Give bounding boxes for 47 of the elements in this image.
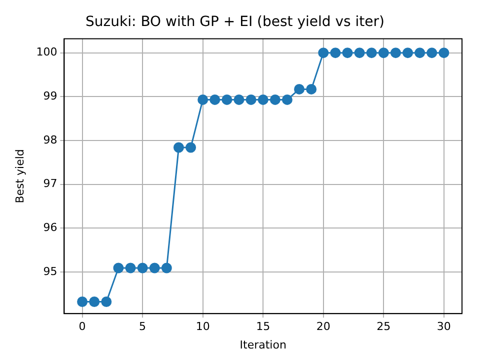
x-axis-title: Iteration — [240, 338, 286, 352]
point — [342, 48, 353, 58]
point — [366, 48, 377, 58]
y-tick-label: 98 — [43, 133, 58, 146]
point — [306, 84, 317, 94]
point — [294, 84, 305, 94]
point — [173, 142, 184, 153]
point — [210, 94, 220, 105]
point — [137, 262, 148, 274]
point — [125, 262, 136, 274]
point — [246, 94, 256, 105]
point — [414, 48, 426, 58]
point — [113, 262, 124, 274]
y-axis-title: Best yield — [13, 149, 26, 204]
x-tick-label: 15 — [256, 320, 270, 334]
point — [222, 94, 232, 105]
point — [402, 48, 414, 58]
point — [390, 48, 401, 58]
x-tick-label: 25 — [376, 320, 391, 334]
point — [149, 262, 160, 274]
point — [438, 48, 450, 58]
point — [258, 94, 268, 105]
point — [270, 94, 280, 105]
x-tick-label: 5 — [139, 320, 146, 334]
x-tick-label: 20 — [316, 320, 330, 334]
x-tick-label: 10 — [196, 320, 210, 334]
chart-title: Suzuki: BO with GP + EI (best yield vs iter) — [86, 14, 384, 30]
point — [426, 48, 438, 58]
point — [101, 296, 112, 308]
point — [318, 48, 329, 58]
point — [186, 142, 196, 153]
point — [198, 94, 208, 105]
y-tick-label: 99 — [43, 90, 58, 103]
y-tick-label: 100 — [36, 46, 58, 59]
point — [354, 48, 365, 58]
point — [282, 94, 292, 105]
y-tick-label: 97 — [43, 177, 58, 190]
point — [378, 48, 389, 58]
point — [330, 48, 341, 58]
point — [234, 94, 244, 105]
y-tick-label: 95 — [43, 264, 58, 278]
point — [89, 296, 100, 308]
point — [161, 262, 172, 274]
point — [77, 296, 88, 308]
y-tick-label: 96 — [43, 220, 58, 234]
x-tick-label: 30 — [436, 320, 451, 334]
x-tick-label: 0 — [78, 320, 86, 334]
